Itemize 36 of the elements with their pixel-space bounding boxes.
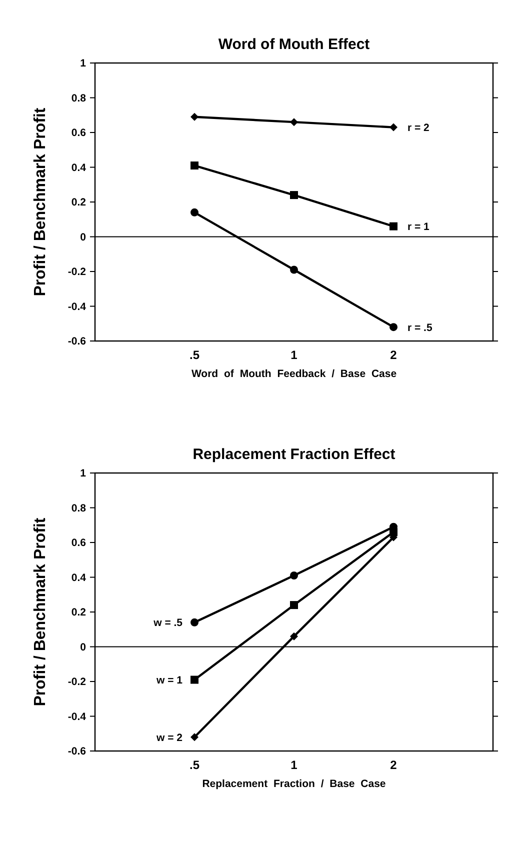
y-tick-label: 0: [80, 641, 86, 654]
y-tick-label: -0.6: [68, 746, 86, 758]
y-tick-label: 0.4: [71, 572, 86, 584]
y-tick-label: 0: [80, 231, 86, 244]
y-tick-label: -0.6: [68, 336, 86, 348]
y-tick-label: 0.2: [71, 606, 86, 619]
series-label: w = .5: [152, 617, 183, 630]
y-tick-label: -0.4: [68, 710, 86, 723]
y-tick-label: -0.4: [68, 300, 86, 313]
x-axis-title: Replacement Fraction / Base Case: [202, 778, 386, 790]
x-tick-label: .5: [189, 758, 200, 772]
series-label: r = .5: [408, 322, 432, 334]
x-axis-title: Word of Mouth Feedback / Base Case: [191, 368, 397, 380]
x-tick-label: 2: [390, 758, 398, 772]
y-tick-label: 1: [80, 58, 86, 70]
x-tick-label: 1: [290, 348, 298, 362]
series-label: w = 2: [156, 732, 183, 744]
y-axis-title: Profit / Benchmark Profit: [32, 517, 49, 706]
y-tick-label: 0.8: [71, 92, 86, 104]
x-tick-label: 1: [290, 758, 298, 772]
chart-title: Replacement Fraction Effect: [192, 446, 396, 463]
y-tick-label: 0.8: [71, 502, 86, 514]
y-tick-label: 0.6: [71, 127, 86, 140]
y-tick-label: -0.2: [68, 676, 86, 688]
series-label: w = 1: [156, 674, 183, 686]
y-tick-label: 1: [80, 468, 86, 480]
y-tick-label: -0.2: [68, 266, 86, 278]
y-tick-label: 0.2: [71, 196, 86, 209]
series-label: r = 2: [408, 122, 430, 134]
y-tick-label: 0.6: [71, 537, 86, 550]
y-axis-title: Profit / Benchmark Profit: [32, 107, 49, 296]
series-label: r = 1: [408, 221, 430, 233]
x-tick-label: 2: [390, 348, 398, 362]
chart-title: Word of Mouth Effect: [218, 36, 370, 53]
x-tick-label: .5: [189, 348, 200, 362]
y-tick-label: 0.4: [71, 162, 86, 174]
